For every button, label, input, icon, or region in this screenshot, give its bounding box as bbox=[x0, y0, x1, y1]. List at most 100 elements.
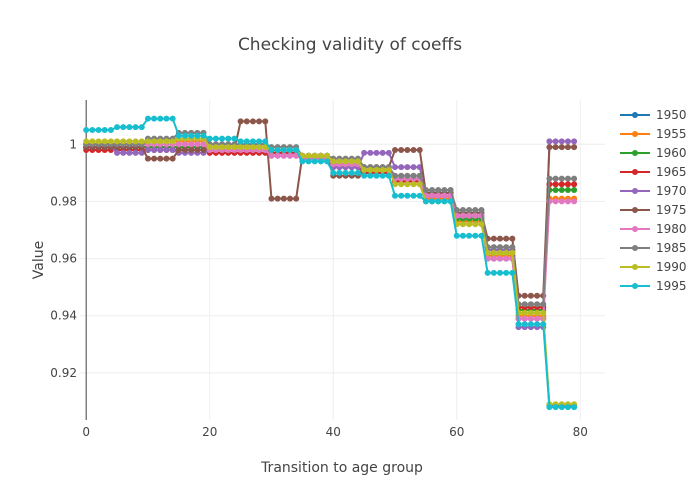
data-point bbox=[521, 321, 528, 328]
data-point bbox=[194, 147, 201, 153]
data-point bbox=[534, 315, 541, 322]
data-point bbox=[484, 269, 491, 276]
data-point bbox=[564, 144, 571, 151]
legend-item-1995[interactable]: 1995 bbox=[620, 279, 687, 293]
data-point bbox=[546, 175, 553, 182]
data-point bbox=[385, 172, 392, 179]
legend-item-1950[interactable]: 1950 bbox=[620, 108, 687, 122]
data-point bbox=[478, 221, 485, 228]
legend-swatch-marker bbox=[632, 131, 638, 137]
data-point bbox=[188, 147, 195, 153]
legend-item-1960[interactable]: 1960 bbox=[620, 146, 687, 160]
data-point bbox=[225, 144, 232, 151]
data-point bbox=[435, 187, 442, 193]
legend-item-1970[interactable]: 1970 bbox=[620, 184, 687, 198]
data-point bbox=[441, 192, 448, 199]
data-point bbox=[287, 195, 293, 202]
data-point bbox=[342, 169, 349, 176]
data-point bbox=[416, 172, 423, 179]
legend-label: 1995 bbox=[656, 279, 687, 293]
data-point bbox=[571, 144, 578, 151]
data-point bbox=[138, 138, 145, 145]
data-point bbox=[392, 181, 398, 188]
data-point bbox=[225, 135, 232, 142]
data-point bbox=[163, 115, 170, 122]
legend-label: 1980 bbox=[656, 222, 687, 236]
data-point bbox=[83, 127, 90, 133]
data-point bbox=[237, 144, 244, 151]
data-point bbox=[564, 198, 571, 205]
data-point bbox=[478, 232, 485, 239]
data-point bbox=[546, 138, 553, 145]
data-point bbox=[429, 198, 436, 205]
data-point bbox=[287, 147, 293, 153]
data-point bbox=[249, 138, 256, 145]
legend-item-1975[interactable]: 1975 bbox=[620, 203, 687, 217]
data-point bbox=[435, 192, 442, 199]
data-point bbox=[515, 321, 522, 328]
data-point bbox=[182, 132, 188, 139]
data-point bbox=[342, 158, 349, 165]
data-point bbox=[182, 141, 188, 148]
data-point bbox=[348, 158, 355, 165]
data-point bbox=[324, 152, 331, 159]
data-point bbox=[410, 181, 417, 188]
legend-item-1955[interactable]: 1955 bbox=[620, 127, 687, 141]
data-point bbox=[138, 124, 145, 131]
x-tick-label: 80 bbox=[573, 425, 588, 439]
data-point bbox=[231, 135, 238, 142]
data-point bbox=[175, 132, 182, 139]
data-point bbox=[274, 147, 281, 153]
data-point bbox=[163, 138, 170, 145]
legend-item-1980[interactable]: 1980 bbox=[620, 222, 687, 236]
legend-swatch-marker bbox=[632, 283, 638, 289]
data-point bbox=[404, 192, 411, 199]
data-point bbox=[490, 244, 497, 251]
data-point bbox=[497, 269, 503, 276]
series-1965 bbox=[83, 147, 578, 311]
data-point bbox=[280, 152, 287, 159]
data-point bbox=[194, 141, 201, 148]
legend-item-1990[interactable]: 1990 bbox=[620, 260, 687, 274]
data-point bbox=[95, 138, 102, 145]
legend-label: 1955 bbox=[656, 127, 687, 141]
data-point bbox=[151, 155, 158, 162]
data-point bbox=[101, 127, 108, 133]
data-point bbox=[503, 244, 510, 251]
data-point bbox=[256, 118, 263, 125]
data-point bbox=[157, 147, 164, 153]
series-1975 bbox=[83, 118, 578, 299]
data-point bbox=[274, 195, 281, 202]
data-point bbox=[472, 232, 479, 239]
data-point bbox=[398, 181, 405, 188]
data-point bbox=[169, 155, 176, 162]
data-point bbox=[459, 232, 466, 239]
data-point bbox=[503, 255, 510, 262]
data-point bbox=[422, 187, 429, 193]
data-point bbox=[447, 187, 454, 193]
data-point bbox=[305, 152, 312, 159]
data-point bbox=[459, 207, 466, 213]
legend-label: 1965 bbox=[656, 165, 687, 179]
data-point bbox=[484, 249, 491, 256]
data-point bbox=[404, 147, 411, 153]
data-point bbox=[280, 147, 287, 153]
legend-item-1985[interactable]: 1985 bbox=[620, 241, 687, 255]
data-point bbox=[354, 169, 361, 176]
data-point bbox=[120, 149, 127, 156]
data-point bbox=[497, 244, 503, 251]
data-point bbox=[385, 149, 392, 156]
data-point bbox=[262, 138, 269, 145]
data-point bbox=[280, 195, 287, 202]
data-point bbox=[453, 232, 460, 239]
data-point bbox=[552, 198, 559, 205]
legend[interactable]: 1950 1955 1960 1965 1970 1975 1980 1985 1990 1995 bbox=[620, 108, 687, 293]
data-point bbox=[107, 127, 114, 133]
legend-item-1965[interactable]: 1965 bbox=[620, 165, 687, 179]
data-point bbox=[410, 147, 417, 153]
data-point bbox=[305, 158, 312, 165]
data-point bbox=[490, 255, 497, 262]
y-tick-label: 0.96 bbox=[50, 252, 77, 266]
data-point bbox=[144, 147, 151, 153]
data-point bbox=[521, 301, 528, 308]
